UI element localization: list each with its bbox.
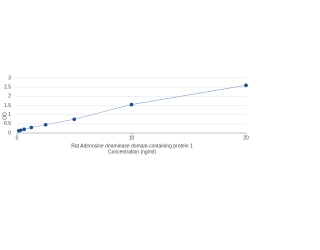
x-tick-label: 0 — [16, 135, 19, 141]
x-tick-label: 10 — [129, 135, 135, 141]
point — [22, 127, 26, 132]
point — [129, 102, 134, 107]
y-tick-label: 0 — [8, 130, 11, 136]
x-axis-subtitle: Concentration (ng/ml) — [108, 149, 156, 155]
y-tick-label: 0.5 — [4, 121, 11, 127]
y-tick-label: 2 — [8, 94, 11, 100]
y-tick-label: 1 — [8, 112, 11, 118]
point — [72, 117, 77, 122]
x-axis-title: Rat Adenosine deaminase domain-containin… — [71, 143, 193, 149]
y-tick-label: 1.5 — [4, 103, 11, 109]
x-tick-label: 20 — [243, 135, 249, 141]
point — [29, 125, 34, 130]
y-axis-title: OD — [2, 112, 8, 120]
point — [244, 83, 248, 88]
y-tick-label: 2.5 — [4, 84, 11, 90]
point — [18, 128, 23, 133]
y-tick-label: 3 — [8, 75, 11, 81]
point — [43, 122, 48, 127]
chart: Rat Adenosine deaminase domain-containin… — [2, 75, 249, 155]
